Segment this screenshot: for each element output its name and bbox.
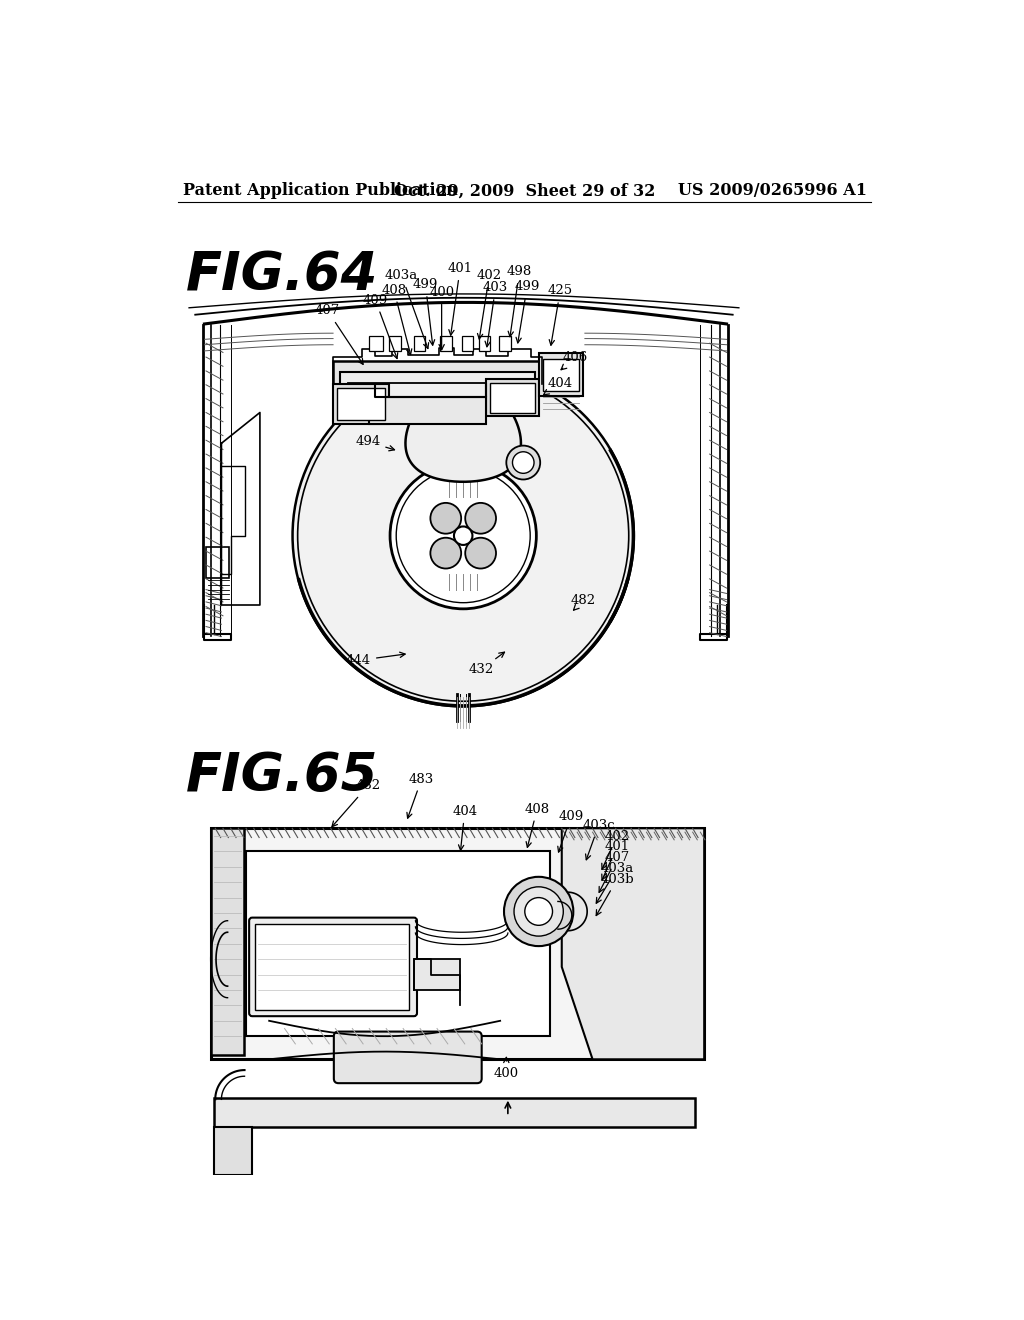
Bar bbox=[544, 359, 579, 391]
Bar bbox=[246, 851, 550, 1036]
Text: 407: 407 bbox=[315, 305, 364, 364]
Text: 409: 409 bbox=[558, 810, 584, 853]
Text: 482: 482 bbox=[570, 594, 596, 610]
Text: 408: 408 bbox=[381, 284, 412, 355]
Circle shape bbox=[465, 503, 496, 533]
Circle shape bbox=[294, 367, 633, 705]
Circle shape bbox=[504, 876, 573, 946]
Text: Oct. 29, 2009  Sheet 29 of 32: Oct. 29, 2009 Sheet 29 of 32 bbox=[394, 182, 655, 199]
Polygon shape bbox=[406, 381, 521, 482]
Circle shape bbox=[430, 537, 461, 569]
Text: 403: 403 bbox=[483, 281, 508, 347]
Text: 401: 401 bbox=[602, 841, 630, 880]
Bar bbox=[211, 829, 244, 1056]
Text: 403a: 403a bbox=[385, 269, 429, 348]
Text: 400: 400 bbox=[429, 286, 455, 350]
Bar bbox=[486, 379, 539, 416]
Text: 403a: 403a bbox=[596, 862, 634, 903]
Text: 408: 408 bbox=[524, 803, 550, 847]
Text: 444: 444 bbox=[346, 652, 406, 667]
Text: 404: 404 bbox=[453, 805, 477, 850]
Circle shape bbox=[525, 898, 553, 925]
Text: 425: 425 bbox=[548, 284, 572, 346]
Bar bbox=[388, 335, 400, 351]
Polygon shape bbox=[562, 829, 705, 1059]
Text: 499: 499 bbox=[514, 280, 540, 343]
Bar bbox=[462, 335, 473, 351]
Text: US 2009/0265996 A1: US 2009/0265996 A1 bbox=[678, 182, 866, 199]
Circle shape bbox=[512, 451, 535, 474]
Text: 404: 404 bbox=[544, 376, 572, 395]
Bar bbox=[333, 360, 542, 384]
Text: 400: 400 bbox=[494, 1057, 519, 1080]
Circle shape bbox=[465, 537, 496, 569]
Bar bbox=[348, 383, 528, 407]
Bar bbox=[414, 335, 425, 351]
Text: 406: 406 bbox=[561, 351, 588, 370]
Circle shape bbox=[454, 527, 472, 545]
Bar bbox=[539, 354, 584, 396]
Bar bbox=[214, 1127, 252, 1175]
Bar bbox=[440, 335, 452, 351]
Bar bbox=[478, 335, 490, 351]
Bar bbox=[490, 383, 535, 412]
Text: 498: 498 bbox=[507, 265, 532, 337]
Circle shape bbox=[514, 887, 563, 936]
Text: 402: 402 bbox=[602, 829, 630, 869]
Bar bbox=[211, 829, 705, 1059]
Bar bbox=[414, 960, 460, 990]
Text: Patent Application Publication: Patent Application Publication bbox=[183, 182, 458, 199]
Bar bbox=[337, 388, 385, 420]
Text: 483: 483 bbox=[407, 772, 434, 818]
Bar bbox=[370, 397, 486, 424]
Bar bbox=[255, 924, 410, 1010]
Bar bbox=[499, 335, 511, 351]
Bar bbox=[340, 372, 535, 396]
Circle shape bbox=[430, 503, 461, 533]
Circle shape bbox=[506, 446, 541, 479]
Text: 499: 499 bbox=[413, 279, 438, 346]
Circle shape bbox=[390, 462, 537, 609]
Text: 409: 409 bbox=[362, 293, 397, 359]
Text: 403b: 403b bbox=[596, 873, 634, 916]
Text: 407: 407 bbox=[599, 851, 630, 892]
Bar bbox=[214, 1098, 695, 1127]
FancyBboxPatch shape bbox=[249, 917, 417, 1016]
Text: FIG.65: FIG.65 bbox=[186, 750, 379, 801]
FancyBboxPatch shape bbox=[334, 1032, 481, 1084]
Text: 494: 494 bbox=[355, 436, 394, 451]
Text: 432: 432 bbox=[468, 652, 505, 676]
Text: 401: 401 bbox=[447, 261, 473, 335]
Circle shape bbox=[293, 366, 634, 706]
Text: 403c: 403c bbox=[583, 818, 615, 859]
Text: 482: 482 bbox=[332, 779, 380, 826]
Text: 402: 402 bbox=[477, 269, 502, 339]
Bar bbox=[370, 335, 383, 351]
Bar bbox=[206, 548, 229, 578]
Bar bbox=[333, 384, 388, 424]
Text: FIG.64: FIG.64 bbox=[186, 249, 379, 301]
